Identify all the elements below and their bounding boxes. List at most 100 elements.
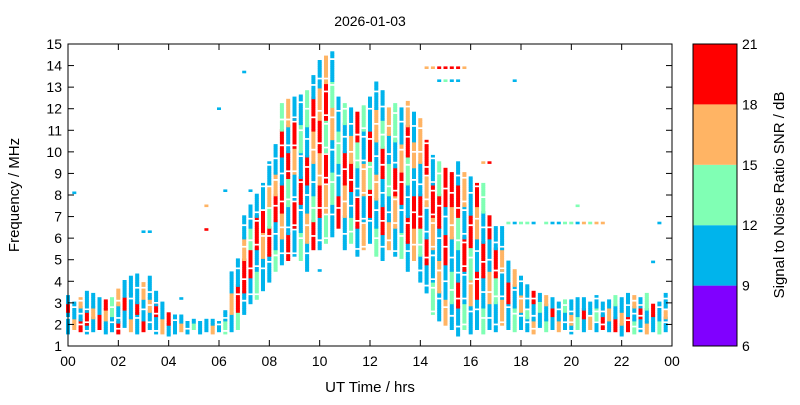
data-point bbox=[380, 90, 385, 93]
data-point bbox=[235, 271, 240, 274]
data-point bbox=[449, 195, 454, 199]
data-point bbox=[418, 180, 423, 184]
data-point bbox=[361, 172, 366, 175]
data-point bbox=[122, 295, 127, 298]
data-point bbox=[437, 182, 442, 186]
data-point bbox=[110, 329, 114, 333]
data-point bbox=[298, 137, 303, 141]
data-point bbox=[336, 187, 341, 190]
data-point bbox=[468, 286, 473, 290]
data-point bbox=[361, 157, 366, 160]
data-point bbox=[311, 109, 316, 113]
data-point bbox=[342, 120, 347, 123]
data-point bbox=[361, 234, 366, 238]
data-point bbox=[600, 321, 605, 324]
data-point bbox=[456, 295, 461, 298]
data-point bbox=[273, 174, 278, 177]
data-point bbox=[349, 185, 354, 188]
data-point bbox=[449, 297, 454, 300]
data-point bbox=[468, 217, 473, 220]
data-point bbox=[349, 141, 354, 145]
data-point bbox=[317, 245, 322, 249]
data-point bbox=[399, 167, 404, 171]
data-point bbox=[374, 245, 379, 249]
data-point bbox=[405, 103, 410, 106]
data-point bbox=[487, 284, 492, 287]
data-point bbox=[468, 245, 473, 249]
data-point bbox=[443, 301, 448, 305]
data-point bbox=[286, 174, 291, 177]
data-point bbox=[279, 167, 284, 171]
data-point bbox=[279, 254, 284, 257]
data-point bbox=[468, 243, 473, 246]
data-point bbox=[393, 152, 398, 156]
data-point bbox=[456, 241, 461, 244]
data-point bbox=[273, 172, 278, 175]
data-point bbox=[78, 301, 83, 305]
data-point bbox=[475, 236, 479, 240]
data-point bbox=[317, 187, 322, 190]
data-point bbox=[430, 66, 435, 69]
data-point bbox=[128, 327, 133, 330]
data-point bbox=[399, 113, 404, 117]
data-point bbox=[305, 195, 310, 199]
data-point bbox=[393, 163, 398, 167]
data-point bbox=[342, 170, 347, 173]
data-point bbox=[336, 213, 341, 216]
data-point bbox=[462, 239, 467, 242]
data-point bbox=[651, 323, 656, 326]
data-point bbox=[544, 303, 549, 307]
data-point bbox=[336, 118, 341, 121]
data-point bbox=[229, 282, 234, 285]
data-point bbox=[393, 191, 398, 195]
data-point bbox=[311, 107, 316, 110]
data-point bbox=[512, 303, 517, 307]
data-point bbox=[324, 96, 328, 100]
data-point bbox=[588, 318, 593, 322]
data-point bbox=[487, 288, 492, 292]
data-point bbox=[399, 133, 404, 136]
data-point bbox=[349, 120, 354, 123]
data-point bbox=[588, 316, 593, 320]
data-point bbox=[619, 325, 624, 328]
data-point bbox=[298, 245, 303, 249]
data-point bbox=[349, 182, 354, 186]
data-point bbox=[424, 280, 429, 283]
data-point bbox=[361, 215, 366, 218]
data-point bbox=[456, 247, 461, 251]
data-point bbox=[305, 100, 310, 104]
data-point bbox=[493, 305, 498, 309]
data-point bbox=[443, 236, 448, 240]
data-point bbox=[286, 230, 291, 233]
data-point bbox=[286, 189, 291, 192]
data-point bbox=[305, 135, 310, 139]
data-point bbox=[330, 150, 335, 154]
data-point bbox=[544, 329, 549, 333]
data-point bbox=[361, 163, 366, 167]
data-point bbox=[298, 202, 303, 205]
data-point bbox=[632, 301, 637, 305]
data-point bbox=[286, 211, 291, 214]
data-point bbox=[380, 221, 385, 225]
data-point bbox=[607, 323, 612, 326]
data-point bbox=[235, 323, 240, 326]
data-point bbox=[386, 144, 391, 147]
data-point bbox=[468, 247, 473, 251]
data-point bbox=[261, 251, 265, 255]
data-point bbox=[506, 327, 511, 330]
data-point bbox=[317, 228, 322, 231]
data-point bbox=[279, 159, 284, 162]
data-point bbox=[651, 314, 656, 318]
data-point bbox=[286, 234, 291, 238]
data-point bbox=[468, 258, 473, 261]
data-point bbox=[374, 146, 379, 149]
data-point bbox=[298, 256, 303, 259]
data-point bbox=[298, 98, 303, 102]
data-point bbox=[317, 226, 322, 229]
data-point bbox=[361, 226, 366, 229]
data-point bbox=[242, 297, 247, 300]
data-point bbox=[386, 191, 391, 195]
data-point bbox=[380, 126, 385, 130]
data-point bbox=[141, 295, 146, 298]
data-point bbox=[324, 129, 328, 132]
